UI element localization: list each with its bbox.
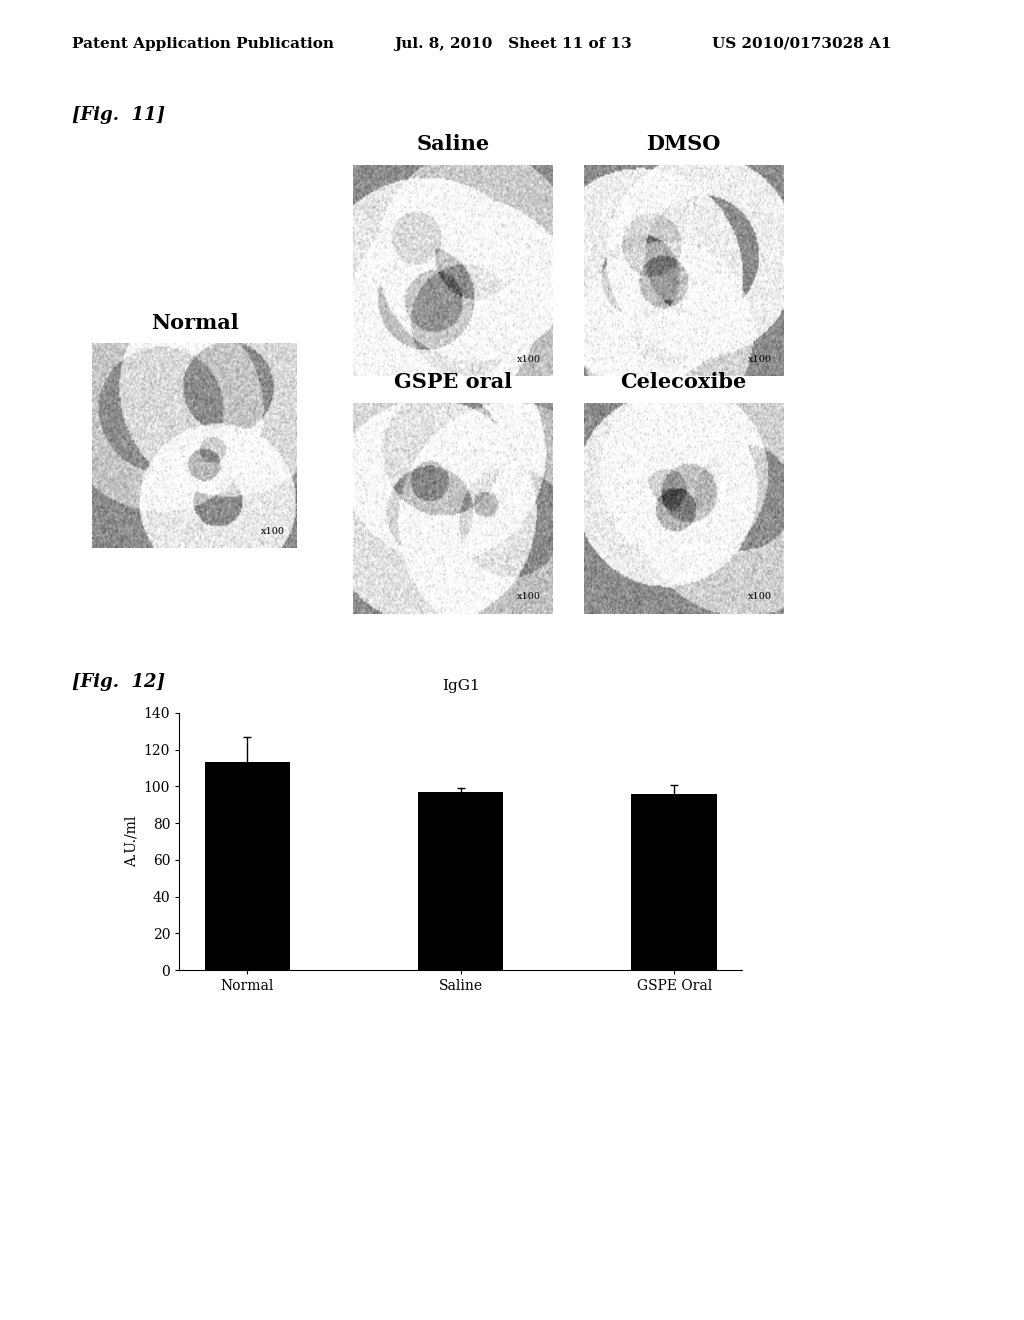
Text: x100: x100: [260, 527, 285, 536]
Bar: [632, 793, 717, 970]
Bar: [205, 763, 290, 970]
Text: [Fig.  12]: [Fig. 12]: [72, 673, 165, 692]
Text: Normal: Normal: [151, 313, 239, 333]
Bar: [418, 792, 504, 970]
Text: IgG1: IgG1: [442, 678, 479, 693]
Text: x100: x100: [517, 593, 541, 601]
Text: [Fig.  11]: [Fig. 11]: [72, 106, 165, 124]
Text: Saline: Saline: [417, 135, 489, 154]
Text: x100: x100: [748, 355, 771, 363]
Text: x100: x100: [517, 355, 541, 363]
Text: Patent Application Publication: Patent Application Publication: [72, 37, 334, 51]
Text: DMSO: DMSO: [646, 135, 721, 154]
Text: Jul. 8, 2010   Sheet 11 of 13: Jul. 8, 2010 Sheet 11 of 13: [394, 37, 632, 51]
Y-axis label: A.U./ml: A.U./ml: [124, 816, 138, 867]
Text: GSPE oral: GSPE oral: [394, 372, 512, 392]
Text: US 2010/0173028 A1: US 2010/0173028 A1: [712, 37, 891, 51]
Text: x100: x100: [748, 593, 771, 601]
Text: Celecoxibe: Celecoxibe: [621, 372, 746, 392]
